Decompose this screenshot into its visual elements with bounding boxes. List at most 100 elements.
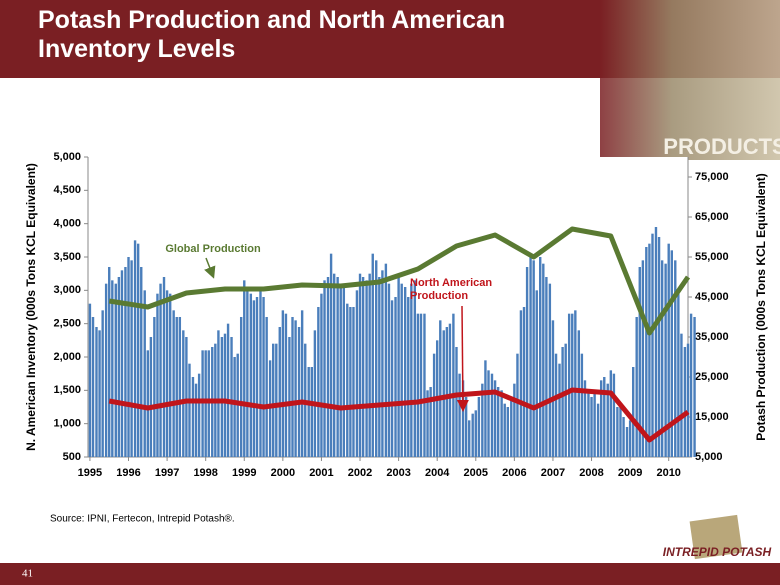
bar (223, 333, 227, 457)
bar (339, 283, 342, 457)
bar (487, 370, 490, 457)
bar (98, 330, 101, 457)
bar (108, 267, 111, 457)
bar (249, 293, 253, 457)
bar (317, 307, 320, 457)
bar (313, 330, 317, 457)
annotation-box: North American Production (410, 277, 492, 302)
bar (577, 330, 581, 457)
bar (272, 343, 275, 457)
bar (628, 420, 632, 457)
bar (191, 377, 195, 457)
bar (252, 300, 256, 457)
y2-tick-label: 45,000 (695, 291, 729, 303)
bar (654, 227, 658, 457)
y-tick-label: 3,000 (53, 284, 81, 296)
y2-tick-label: 35,000 (695, 331, 729, 343)
bar (674, 260, 677, 457)
bar (689, 313, 693, 457)
bar (641, 260, 645, 457)
bar (468, 420, 471, 457)
annotation-arrow (204, 257, 216, 279)
bar (349, 307, 352, 457)
bar (609, 370, 613, 457)
bar (496, 387, 500, 457)
bar (323, 280, 326, 457)
bar (554, 353, 558, 457)
bar (390, 300, 394, 457)
bar (185, 337, 188, 457)
bar (596, 403, 600, 457)
bar (197, 373, 201, 457)
y-tick-label: 2,500 (53, 318, 81, 330)
bar (525, 267, 529, 457)
slide-title: Potash Production and North American Inv… (38, 6, 506, 63)
logo: INTREPID POTASH (663, 545, 772, 559)
x-tick-label: 1998 (193, 467, 217, 479)
y-tick-label: 500 (63, 451, 81, 463)
bar (471, 413, 474, 457)
bar (648, 243, 651, 457)
x-tick-label: 2010 (656, 467, 680, 479)
x-tick-label: 2007 (541, 467, 565, 479)
bar (394, 297, 397, 457)
bar (542, 263, 545, 457)
bar (246, 290, 249, 457)
bar (320, 293, 323, 457)
bar (133, 240, 137, 457)
bar (120, 270, 124, 457)
bar (474, 410, 477, 457)
bar (130, 260, 133, 457)
image-text: PRODUCTS (663, 134, 780, 159)
bar (378, 277, 381, 457)
bar (635, 317, 638, 457)
bar (580, 353, 584, 457)
bar (233, 357, 236, 457)
bar (583, 380, 587, 457)
bar (535, 290, 538, 457)
x-tick-label: 1999 (232, 467, 256, 479)
bar (529, 257, 532, 457)
bar (297, 327, 301, 457)
bar (220, 337, 224, 457)
bar (693, 317, 696, 457)
bar (606, 383, 609, 457)
bar (625, 427, 629, 457)
bar (490, 373, 494, 457)
bar (426, 390, 429, 457)
bar (368, 273, 371, 457)
annotation-arrow (456, 305, 469, 412)
y-tick-label: 4,000 (53, 218, 81, 230)
bar (307, 367, 310, 457)
bar (230, 337, 233, 457)
x-tick-label: 2005 (464, 467, 488, 479)
bar (667, 243, 670, 457)
bar (397, 277, 400, 457)
bar (288, 337, 291, 457)
bar (124, 267, 127, 457)
bar (616, 407, 619, 457)
bar (165, 290, 169, 457)
y2-axis-label: Potash Production (000s Tons KCL Equival… (754, 173, 768, 441)
y2-tick-label: 55,000 (695, 251, 729, 263)
y-axis-label: N. American Inventory (000s Tons KCL Equ… (24, 163, 38, 451)
bar (593, 390, 596, 457)
bar (371, 253, 374, 457)
x-tick-label: 2008 (579, 467, 603, 479)
bar (188, 363, 191, 457)
page-number: 41 (22, 568, 33, 580)
bar (574, 310, 577, 457)
bar (146, 350, 150, 457)
bar (291, 317, 294, 457)
bar (439, 320, 442, 457)
bar (127, 257, 130, 457)
line (108, 226, 691, 336)
bar (539, 257, 542, 457)
bar (484, 360, 487, 457)
bar (638, 267, 641, 457)
x-tick-label: 2004 (425, 467, 450, 479)
y-tick-label: 4,500 (53, 184, 81, 196)
bar (255, 297, 259, 457)
bar (140, 267, 143, 457)
bar (262, 297, 265, 457)
